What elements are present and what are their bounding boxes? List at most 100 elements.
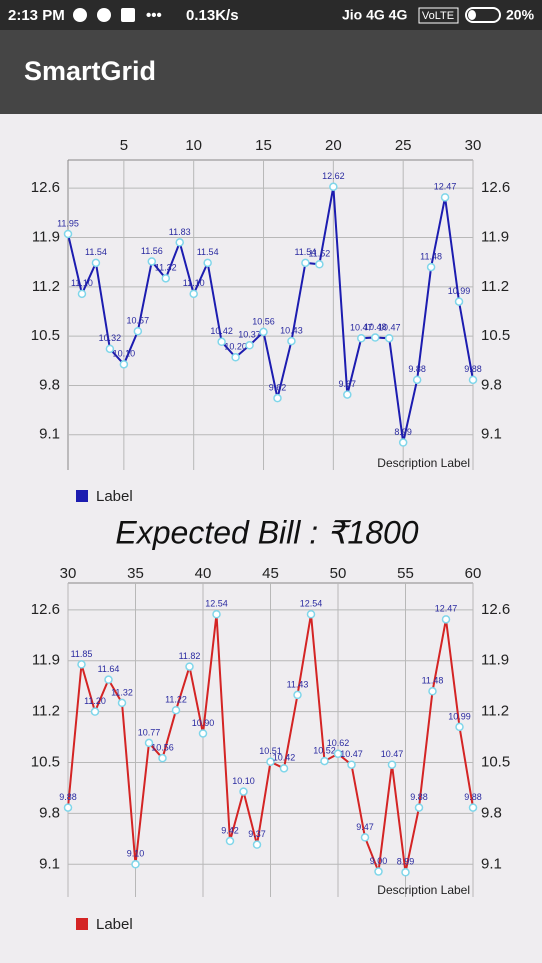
status-time: 2:13 PM [8,7,65,24]
legend-label: Label [96,916,133,933]
value-label: 10.37 [238,330,261,340]
status-carrier: Jio 4G 4G [342,7,407,23]
value-label: 10.47 [381,749,404,759]
data-point [189,289,198,299]
data-point [90,707,100,716]
data-point [374,867,383,876]
data-point [455,722,464,732]
data-point [239,787,248,796]
value-label: 9.00 [370,856,388,866]
data-point [63,803,73,812]
value-label: 9.67 [339,379,357,389]
y-tick-label: 9.8 [481,804,502,821]
data-point [117,698,127,708]
x-tick-label: 55 [397,565,414,582]
value-label: 11.56 [141,246,163,256]
data-point [398,438,408,447]
value-label: 10.51 [259,746,282,756]
value-label: 9.62 [269,383,287,393]
status-speed: 0.13K/s [186,7,239,24]
data-point [454,297,464,306]
battery [465,7,501,23]
status-battery: 20% [506,7,535,23]
value-label: 9.88 [59,792,77,802]
x-tick-label: 30 [465,137,482,154]
x-tick-label: 50 [330,565,347,582]
value-label: 10.62 [327,738,350,748]
y-tick-label: 9.8 [39,376,60,393]
y-tick-label: 9.1 [481,426,502,443]
data-point [212,610,221,619]
value-label: 10.56 [252,316,275,326]
value-label: 10.99 [448,286,471,296]
data-point [329,182,338,192]
data-point [384,334,394,343]
y-tick-label: 12.6 [31,601,60,618]
y-tick-label: 9.1 [39,855,60,872]
data-point [77,289,87,299]
value-label: 11.64 [98,664,120,674]
data-point [266,757,275,767]
y-tick-label: 11.2 [481,703,509,720]
x-tick-label: 25 [395,137,412,154]
y-tick-label: 11.2 [481,278,509,295]
value-label: 9.37 [248,829,266,839]
value-label: 10.43 [280,325,303,335]
x-tick-label: 45 [262,565,279,582]
value-label: 10.20 [224,342,247,352]
x-tick-label: 30 [60,565,77,582]
value-label: 12.47 [434,182,457,192]
data-point [343,390,352,399]
value-label: 10.57 [127,316,150,326]
value-label: 12.54 [205,599,228,609]
value-label: 9.88 [408,364,426,374]
status-bar [0,0,542,30]
value-label: 11.20 [84,696,106,706]
data-point [185,662,194,671]
y-tick-label: 10.5 [31,754,60,771]
value-label: 11.95 [57,218,79,228]
data-point [217,337,226,347]
legend-label: Label [96,488,133,505]
data-point [225,836,235,846]
x-tick-label: 40 [195,565,212,582]
data-point [428,687,437,696]
legend-swatch [76,490,88,502]
value-label: 10.10 [113,349,136,359]
data-point [333,749,343,759]
value-label: 11.83 [169,227,191,237]
data-point [293,690,302,700]
data-point [63,229,73,239]
y-tick-label: 9.1 [481,855,502,872]
data-point [347,760,356,769]
app-title: SmartGrid [24,56,156,86]
value-label: 10.42 [210,326,233,336]
value-label: 9.88 [410,792,428,802]
data-point [401,868,410,877]
description-label: Description Label [377,883,470,897]
value-label: 10.10 [232,776,255,786]
value-label: 10.90 [192,718,215,728]
value-label: 10.77 [138,727,161,737]
x-tick-label: 10 [185,137,202,154]
value-label: 12.62 [322,171,345,181]
y-tick-label: 11.2 [32,703,60,720]
y-tick-label: 11.9 [481,652,509,669]
value-label: 10.48 [364,322,387,332]
data-point [306,610,316,619]
data-point [426,262,436,272]
data-point [245,341,254,350]
data-point [171,705,181,715]
data-point [161,274,171,283]
data-point [387,760,397,769]
value-label: 11.32 [111,687,133,697]
value-label: 11.82 [179,651,201,661]
status-dots: ••• [146,7,162,24]
y-tick-label: 9.1 [39,426,60,443]
data-point [287,336,296,346]
x-tick-label: 15 [255,137,272,154]
value-label: 11.85 [71,649,93,659]
y-tick-label: 9.8 [481,376,502,393]
value-label: 8.99 [397,857,415,867]
